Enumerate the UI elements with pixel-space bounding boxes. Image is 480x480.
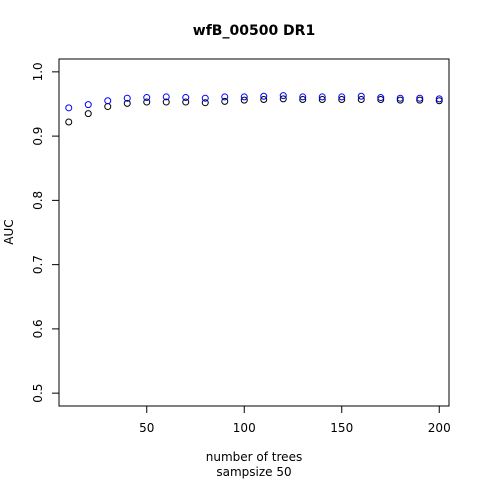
data-point-series-1 xyxy=(104,103,112,111)
data-point-series-2 xyxy=(123,94,131,102)
chart-title: wfB_00500 DR1 xyxy=(193,23,315,39)
data-point-series-1 xyxy=(84,110,92,118)
data-point-series-1 xyxy=(299,95,307,103)
data-point-series-2 xyxy=(65,104,73,112)
data-point-series-2 xyxy=(299,93,307,101)
data-point-series-1 xyxy=(435,97,443,105)
data-points xyxy=(65,92,443,126)
data-point-series-1 xyxy=(338,95,346,103)
x-tick-label: 50 xyxy=(139,421,154,435)
x-tick-label: 200 xyxy=(428,421,451,435)
data-point-series-2 xyxy=(182,94,190,102)
y-tick-label: 0.6 xyxy=(31,319,45,338)
data-point-series-2 xyxy=(221,93,229,101)
data-point-series-2 xyxy=(396,94,404,102)
x-axis-label: number of trees xyxy=(206,450,302,464)
data-point-series-1 xyxy=(279,95,287,103)
data-point-series-1 xyxy=(65,118,73,126)
plot-frame xyxy=(58,58,450,407)
data-point-series-2 xyxy=(143,94,151,102)
data-point-series-2 xyxy=(162,93,170,101)
data-point-series-1 xyxy=(201,99,209,107)
y-axis-label: AUC xyxy=(2,219,16,244)
data-point-series-1 xyxy=(416,96,424,104)
x-tick-label: 100 xyxy=(233,421,256,435)
data-point-series-1 xyxy=(123,99,131,107)
x-axis-sublabel: sampsize 50 xyxy=(216,465,291,479)
data-point-series-2 xyxy=(377,94,385,102)
x-axis: 50 100 150 200 xyxy=(139,406,451,435)
y-tick-label: 0.7 xyxy=(31,255,45,274)
data-point-series-1 xyxy=(162,98,170,106)
y-tick-label: 0.8 xyxy=(31,191,45,210)
data-point-series-2 xyxy=(260,92,268,100)
data-point-series-1 xyxy=(182,98,190,106)
data-point-series-1 xyxy=(240,96,248,104)
data-point-series-2 xyxy=(357,92,365,100)
data-point-series-2 xyxy=(240,93,248,101)
data-point-series-1 xyxy=(221,97,229,105)
data-point-series-2 xyxy=(84,101,92,109)
x-tick-label: 150 xyxy=(330,421,353,435)
data-point-series-1 xyxy=(396,96,404,104)
data-point-series-2 xyxy=(201,94,209,102)
data-point-series-1 xyxy=(377,95,385,103)
y-tick-label: 0.5 xyxy=(31,384,45,403)
data-point-series-2 xyxy=(435,95,443,103)
data-point-series-2 xyxy=(104,97,112,105)
data-point-series-2 xyxy=(416,94,424,102)
data-point-series-2 xyxy=(279,92,287,100)
y-tick-label: 1.0 xyxy=(31,62,45,81)
data-point-series-1 xyxy=(357,95,365,103)
data-point-series-1 xyxy=(143,98,151,106)
data-point-series-1 xyxy=(318,95,326,103)
data-point-series-1 xyxy=(260,95,268,103)
y-tick-label: 0.9 xyxy=(31,127,45,146)
data-point-series-2 xyxy=(318,93,326,101)
data-point-series-2 xyxy=(338,93,346,101)
y-axis: 0.5 0.6 0.7 0.8 0.9 1.0 xyxy=(31,62,59,403)
